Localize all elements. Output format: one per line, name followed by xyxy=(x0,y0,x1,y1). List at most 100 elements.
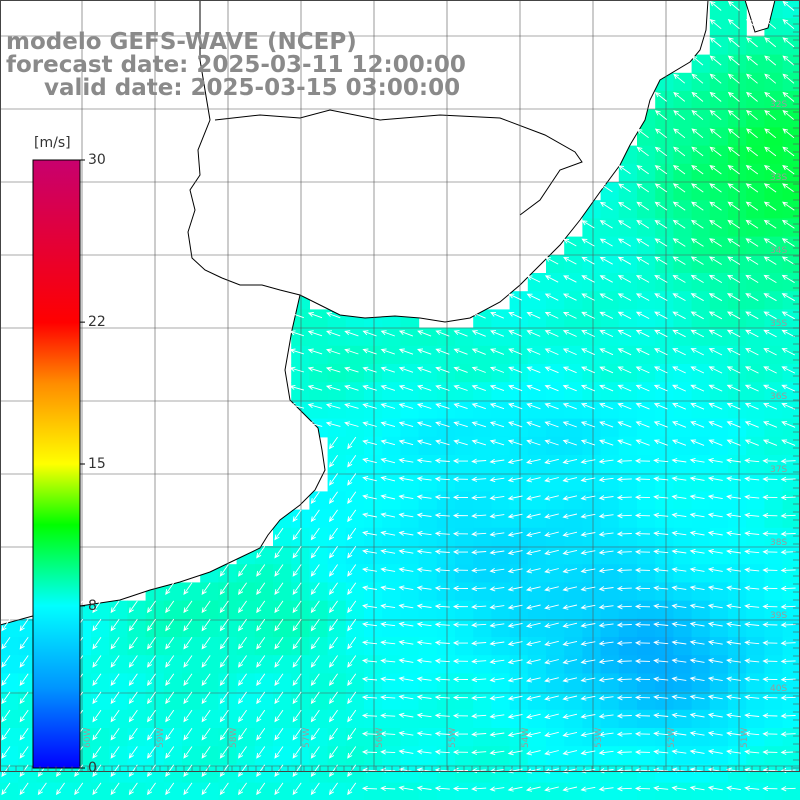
field-cell xyxy=(691,327,711,347)
field-cell xyxy=(418,327,438,347)
wind-arrow xyxy=(782,183,795,193)
wind-arrow xyxy=(691,128,704,139)
field-cell xyxy=(564,618,583,638)
wind-arrow xyxy=(380,494,396,500)
colorbar-gradient xyxy=(32,159,81,769)
field-cell xyxy=(618,382,638,401)
wind-arrow xyxy=(598,713,614,719)
wind-arrow xyxy=(361,658,378,664)
field-cell xyxy=(327,655,347,674)
wind-arrow xyxy=(636,146,649,157)
field-cell xyxy=(564,746,583,765)
wind-arrow xyxy=(598,586,614,592)
wind-arrow xyxy=(489,458,505,464)
field-cell xyxy=(618,418,638,438)
wind-arrow xyxy=(616,677,632,683)
wind-arrow xyxy=(128,728,138,741)
field-cell xyxy=(691,564,711,583)
wind-arrow xyxy=(580,495,596,501)
field-cell xyxy=(455,455,474,474)
field-cell xyxy=(728,618,747,638)
wind-arrow xyxy=(653,384,668,392)
field-cell xyxy=(400,436,420,456)
wind-arrow xyxy=(507,677,523,683)
wind-arrow xyxy=(416,567,432,573)
wind-arrow xyxy=(310,582,320,595)
field-cell xyxy=(0,673,19,693)
field-cell xyxy=(364,509,383,529)
wind-arrow xyxy=(727,164,740,175)
wind-arrow xyxy=(672,329,686,338)
field-cell xyxy=(418,728,438,747)
wind-arrow xyxy=(580,439,596,446)
wind-arrow xyxy=(726,439,741,446)
field-cell xyxy=(655,709,674,729)
field-cell xyxy=(546,309,565,329)
field-cell xyxy=(600,382,620,401)
wind-arrow xyxy=(726,348,741,356)
wind-arrow xyxy=(398,567,414,573)
wind-arrow xyxy=(347,637,357,650)
wind-arrow xyxy=(763,238,777,247)
field-cell xyxy=(509,764,529,784)
field-cell xyxy=(600,509,620,529)
field-cell xyxy=(764,382,784,401)
field-cell xyxy=(218,782,238,800)
wind-arrow xyxy=(289,384,305,391)
field-cell xyxy=(418,709,438,729)
wind-arrow xyxy=(292,509,302,523)
wind-arrow xyxy=(398,530,414,536)
field-cell xyxy=(527,400,547,420)
field-cell xyxy=(400,691,420,711)
wind-arrow xyxy=(781,219,795,229)
wind-arrow xyxy=(380,713,396,719)
wind-arrow xyxy=(726,694,741,700)
field-cell xyxy=(436,582,456,602)
field-cell xyxy=(54,782,74,800)
field-cell xyxy=(764,600,784,620)
wind-arrow xyxy=(598,567,614,574)
wind-arrow xyxy=(762,785,778,792)
field-cell xyxy=(582,236,602,256)
wind-arrow xyxy=(256,728,266,741)
field-cell xyxy=(163,618,183,638)
wind-arrow xyxy=(434,494,450,500)
field-cell xyxy=(145,782,165,800)
wind-arrow xyxy=(598,513,614,519)
wind-arrow xyxy=(581,293,595,301)
wind-arrow xyxy=(762,421,778,428)
wind-arrow xyxy=(238,582,247,595)
wind-arrow xyxy=(274,691,284,705)
wind-arrow xyxy=(398,330,414,337)
wind-arrow xyxy=(689,476,705,482)
field-cell xyxy=(546,473,565,492)
field-cell xyxy=(655,564,674,583)
wind-arrow xyxy=(746,37,758,48)
field-cell xyxy=(709,728,729,747)
field-cell xyxy=(382,600,401,620)
wind-arrow xyxy=(525,640,541,647)
coastline-segment xyxy=(214,109,583,216)
wind-arrow xyxy=(781,238,795,247)
field-cell xyxy=(709,345,729,365)
field-cell xyxy=(527,309,547,329)
field-cell xyxy=(236,709,256,729)
field-cell xyxy=(764,145,784,165)
wind-arrow xyxy=(471,658,487,664)
wind-arrow xyxy=(219,673,229,686)
wind-arrow xyxy=(653,712,669,719)
field-cell xyxy=(564,291,583,310)
field-cell xyxy=(546,527,565,547)
wind-arrow xyxy=(727,183,740,193)
field-cell xyxy=(273,782,292,800)
wind-arrow xyxy=(635,384,650,392)
wind-arrow xyxy=(362,548,377,555)
lat-label: 40S xyxy=(770,684,788,694)
wind-arrow xyxy=(110,728,120,741)
wind-arrow xyxy=(256,600,266,614)
wind-arrow xyxy=(618,201,631,211)
field-cell xyxy=(327,582,347,602)
field-cell xyxy=(109,637,128,656)
field-cell xyxy=(473,655,492,674)
field-cell xyxy=(291,782,310,800)
